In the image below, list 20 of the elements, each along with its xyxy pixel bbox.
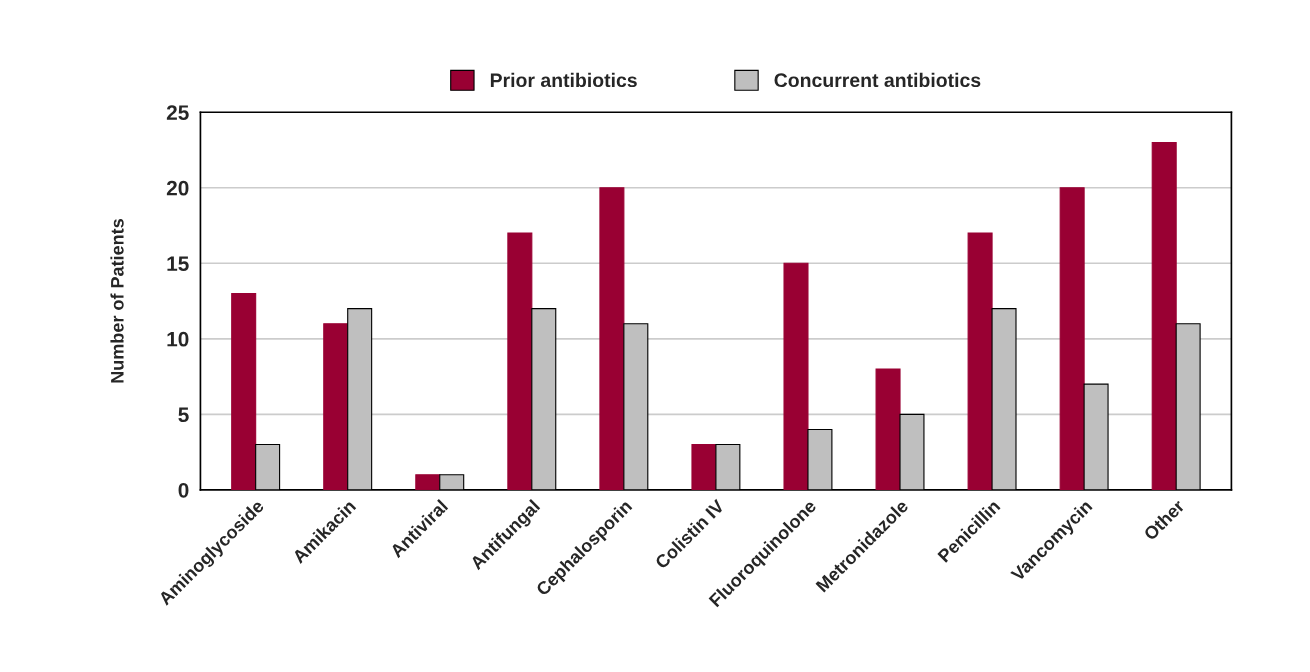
y-tick-label: 10 bbox=[167, 331, 189, 347]
y-tick-label: 5 bbox=[178, 407, 189, 423]
y-axis-title: Number of Patients bbox=[110, 219, 124, 383]
y-tick-label: 0 bbox=[178, 482, 189, 498]
bar bbox=[967, 232, 993, 490]
y-tick-label: 25 bbox=[166, 105, 189, 120]
bar bbox=[691, 444, 717, 490]
bar bbox=[1151, 141, 1177, 490]
y-tick-label: 15 bbox=[167, 256, 189, 272]
bar bbox=[231, 292, 257, 490]
bar bbox=[783, 262, 809, 490]
bar bbox=[415, 474, 441, 490]
bar bbox=[1059, 187, 1085, 490]
y-tick-label: 20 bbox=[166, 180, 189, 196]
bar bbox=[507, 232, 533, 490]
legend-label: Prior antibiotics bbox=[490, 72, 637, 88]
bar bbox=[599, 187, 625, 490]
legend-label: Concurrent antibiotics bbox=[774, 72, 981, 88]
bar bbox=[875, 368, 901, 490]
bar bbox=[323, 323, 349, 490]
